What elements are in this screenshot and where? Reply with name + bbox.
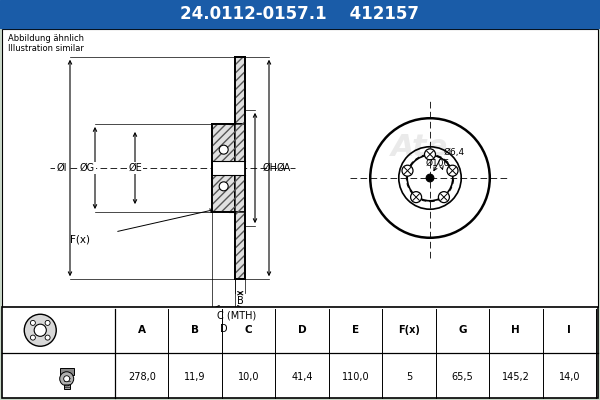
Circle shape bbox=[31, 335, 35, 340]
Circle shape bbox=[439, 192, 449, 203]
Text: B: B bbox=[191, 325, 199, 335]
Text: F(x): F(x) bbox=[70, 235, 90, 245]
Bar bbox=[235, 212, 245, 279]
Text: D: D bbox=[220, 324, 227, 334]
Circle shape bbox=[425, 149, 436, 160]
Text: 10,0: 10,0 bbox=[238, 372, 259, 382]
Text: 5: 5 bbox=[406, 372, 412, 382]
Text: C (MTH): C (MTH) bbox=[217, 310, 256, 320]
Bar bbox=[235, 57, 245, 124]
Text: 11,9: 11,9 bbox=[184, 372, 206, 382]
Circle shape bbox=[34, 324, 46, 336]
Bar bbox=[2, 307, 598, 398]
Text: 278,0: 278,0 bbox=[128, 372, 155, 382]
Circle shape bbox=[59, 372, 74, 386]
Bar bbox=[2, 29, 598, 307]
Text: H: H bbox=[511, 325, 520, 335]
Bar bbox=[2, 29, 598, 307]
Text: ØG: ØG bbox=[79, 163, 95, 173]
Text: ØA: ØA bbox=[277, 163, 291, 173]
Text: Ø6,4: Ø6,4 bbox=[444, 148, 465, 156]
Circle shape bbox=[64, 376, 70, 382]
Text: 41,4: 41,4 bbox=[292, 372, 313, 382]
Bar bbox=[64, 375, 70, 389]
Text: A: A bbox=[138, 325, 146, 335]
Text: Abbildung ähnlich: Abbildung ähnlich bbox=[8, 34, 84, 43]
FancyBboxPatch shape bbox=[59, 368, 74, 375]
Text: Ø106: Ø106 bbox=[426, 159, 450, 168]
Circle shape bbox=[31, 320, 35, 325]
Text: C: C bbox=[245, 325, 253, 335]
Circle shape bbox=[410, 192, 422, 203]
Text: ØH: ØH bbox=[263, 163, 278, 173]
Bar bbox=[2, 307, 598, 398]
Text: 24.0112-0157.1    412157: 24.0112-0157.1 412157 bbox=[181, 5, 419, 23]
Text: 14,0: 14,0 bbox=[559, 372, 580, 382]
Text: Ate: Ate bbox=[391, 134, 449, 162]
Text: E: E bbox=[352, 325, 359, 335]
Text: F(x): F(x) bbox=[398, 325, 420, 335]
Text: ØI: ØI bbox=[57, 163, 67, 173]
Text: I: I bbox=[568, 325, 571, 335]
Circle shape bbox=[24, 314, 56, 346]
Circle shape bbox=[219, 145, 228, 154]
Text: B: B bbox=[237, 296, 244, 306]
Bar bbox=[235, 57, 245, 124]
Bar bbox=[0, 0, 600, 28]
Bar bbox=[212, 161, 245, 175]
Circle shape bbox=[426, 174, 434, 182]
Circle shape bbox=[402, 165, 413, 176]
Circle shape bbox=[45, 335, 50, 340]
Text: D: D bbox=[298, 325, 307, 335]
Text: ØE: ØE bbox=[128, 163, 142, 173]
Bar bbox=[212, 124, 235, 212]
Circle shape bbox=[45, 320, 50, 325]
Text: G: G bbox=[458, 325, 467, 335]
Text: 65,5: 65,5 bbox=[452, 372, 473, 382]
Bar bbox=[235, 124, 245, 212]
Bar bbox=[212, 124, 235, 212]
Text: 110,0: 110,0 bbox=[341, 372, 370, 382]
Bar bbox=[235, 212, 245, 279]
Circle shape bbox=[219, 182, 228, 191]
Bar bbox=[235, 124, 245, 212]
Text: Illustration similar: Illustration similar bbox=[8, 44, 84, 53]
Text: 145,2: 145,2 bbox=[502, 372, 530, 382]
Circle shape bbox=[447, 165, 458, 176]
